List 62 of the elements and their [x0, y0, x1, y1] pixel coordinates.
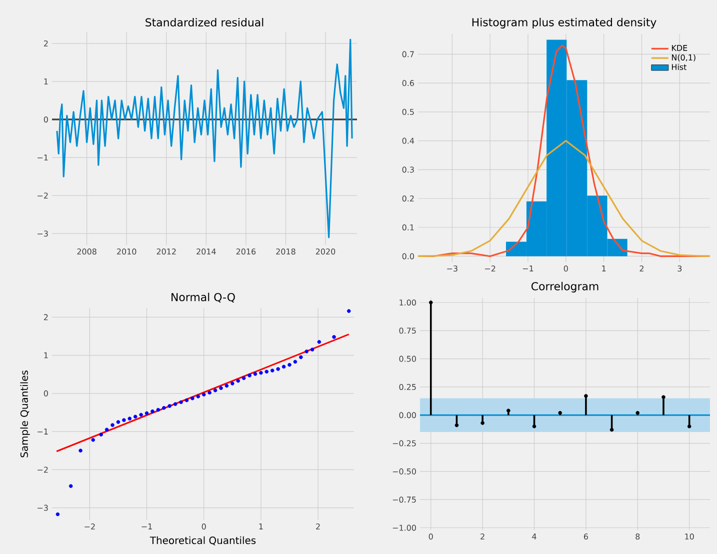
point [259, 370, 263, 375]
point [144, 411, 149, 416]
point [242, 376, 246, 380]
point [104, 428, 109, 432]
point [139, 412, 143, 417]
point [264, 370, 269, 374]
point [662, 395, 666, 399]
point [276, 367, 280, 371]
line-series [56, 38, 353, 238]
chart-title: Normal Q-Q [172, 292, 235, 302]
point [156, 408, 160, 412]
chart-title: Correlogram [531, 282, 598, 292]
point [304, 350, 309, 354]
point [454, 423, 459, 428]
point [288, 362, 292, 367]
point [128, 416, 132, 420]
line-series [418, 140, 710, 258]
point [208, 390, 212, 395]
point [78, 448, 82, 452]
point [116, 420, 120, 424]
point [179, 400, 183, 404]
point [248, 374, 252, 378]
point [299, 355, 303, 360]
point [332, 335, 336, 339]
point [168, 404, 172, 408]
point [150, 409, 154, 414]
point [317, 340, 322, 344]
point [480, 421, 484, 425]
point [68, 484, 73, 488]
point [213, 388, 218, 392]
chart-title: Standardized residual [146, 18, 264, 26]
point [584, 394, 588, 398]
point [173, 402, 178, 406]
point [219, 386, 223, 390]
point [99, 432, 103, 436]
point [610, 428, 614, 432]
point [346, 309, 351, 313]
point [230, 382, 234, 386]
x-axis-title: Theoretical Quantiles [150, 536, 256, 546]
point [110, 423, 114, 427]
point [506, 408, 510, 413]
point [196, 394, 200, 398]
point [293, 360, 298, 364]
point [253, 372, 258, 376]
point [91, 438, 95, 442]
y-axis-title: Sample Quantiles [20, 370, 30, 458]
chart-title: Histogram plus estimated density [472, 18, 656, 28]
point [687, 424, 692, 428]
point [236, 378, 240, 383]
point [190, 396, 194, 400]
point [162, 406, 166, 410]
point [184, 398, 189, 402]
point [270, 368, 274, 372]
point [133, 414, 138, 419]
point [310, 348, 314, 352]
point [224, 384, 229, 388]
point [122, 418, 126, 422]
point [532, 424, 536, 428]
point [202, 392, 206, 396]
point [282, 364, 286, 369]
point [56, 512, 60, 516]
point [428, 300, 433, 304]
